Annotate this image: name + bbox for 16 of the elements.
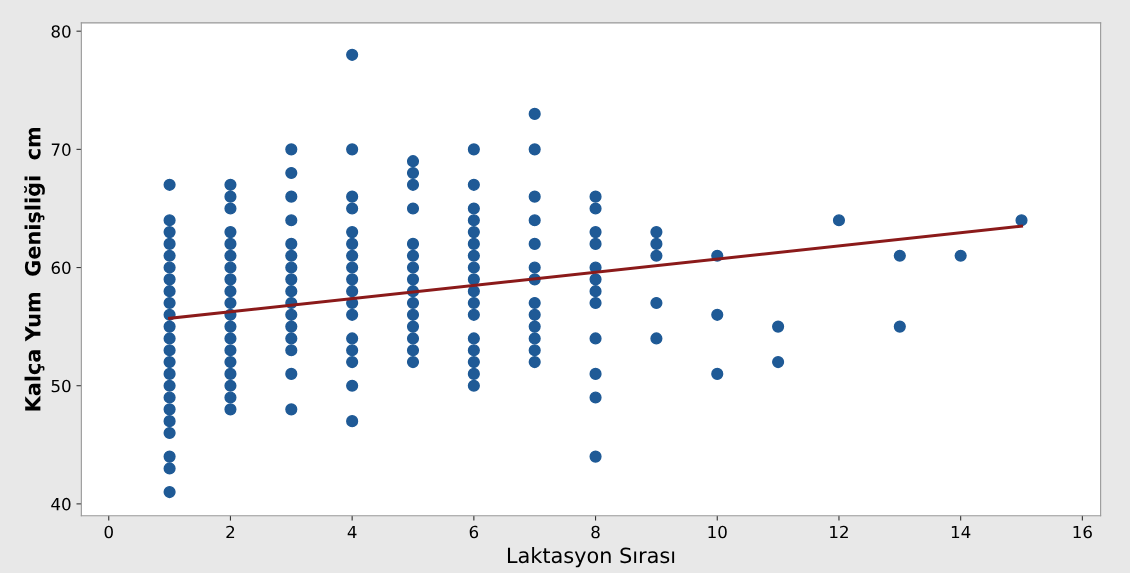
x-tick-label: 14: [951, 525, 971, 539]
x-tick-label: 0: [104, 525, 113, 539]
x-tick-label: 10: [708, 525, 727, 539]
x-axis-title: Laktasyon Sırası: [507, 547, 675, 568]
y-tick-label: 50: [51, 379, 71, 393]
x-tick-label: 16: [1073, 525, 1092, 539]
x-tick-label: 8: [591, 525, 600, 539]
x-tick-label: 6: [469, 525, 479, 539]
y-tick-label: 60: [51, 261, 71, 275]
y-tick-label: 70: [51, 143, 71, 156]
y-tick-label: 80: [51, 25, 71, 38]
x-tick-label: 2: [226, 525, 235, 539]
x-tick-label: 4: [347, 525, 357, 539]
x-tick-label: 12: [830, 525, 848, 539]
y-axis-title: Kalça Yum Genişliği cm: [24, 127, 45, 411]
y-tick-label: 40: [51, 497, 71, 511]
